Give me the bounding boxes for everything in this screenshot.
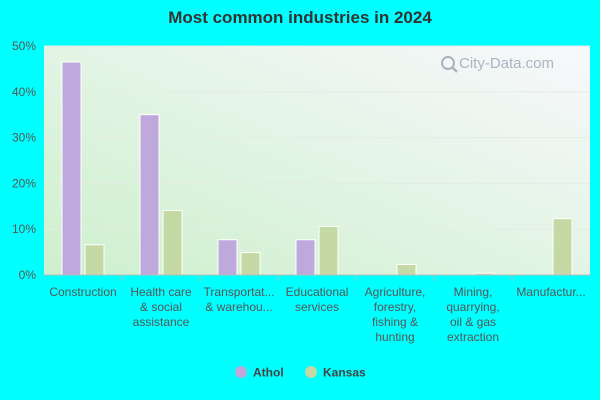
legend-swatch-athol: [235, 366, 247, 378]
legend-swatch-kansas: [305, 366, 317, 378]
bar-kansas[interactable]: [162, 209, 183, 276]
search-icon: [441, 56, 458, 73]
x-category-label: fishing &: [372, 315, 418, 329]
x-category-label: forestry,: [374, 300, 416, 314]
bar-athol[interactable]: [61, 61, 82, 276]
x-category-label: & social: [140, 300, 182, 314]
x-category-label: Health care: [130, 285, 192, 299]
watermark-text: City-Data.com: [459, 55, 554, 72]
bar-kansas[interactable]: [240, 252, 261, 276]
x-category-label: oil & gas: [450, 315, 496, 329]
chart-title: Most common industries in 2024: [168, 8, 432, 27]
x-category-label: quarrying,: [446, 300, 499, 314]
plot-area: [44, 46, 590, 275]
x-category-label: extraction: [447, 330, 499, 344]
x-category-label: hunting: [375, 330, 414, 344]
bar-kansas[interactable]: [84, 244, 105, 276]
x-category-label: Educational: [286, 285, 349, 299]
x-category-label: assistance: [133, 315, 190, 329]
bar-athol[interactable]: [217, 239, 238, 276]
gridlines: [44, 45, 590, 230]
legend-label-kansas: Kansas: [323, 366, 366, 380]
y-tick-label: 50%: [12, 39, 36, 53]
watermark: City-Data.com: [441, 55, 554, 73]
x-category-label: Transportat...: [204, 285, 275, 299]
bar-kansas[interactable]: [396, 263, 417, 276]
y-tick-label: 10%: [12, 222, 36, 236]
y-tick-label: 20%: [12, 176, 36, 190]
x-category-label: Construction: [49, 285, 116, 299]
x-category-label: services: [295, 300, 339, 314]
x-category-label: Mining,: [454, 285, 493, 299]
bar-athol[interactable]: [295, 239, 316, 276]
bar-kansas[interactable]: [552, 218, 573, 276]
bar-kansas[interactable]: [318, 225, 339, 276]
y-tick-label: 30%: [12, 131, 36, 145]
y-tick-label: 40%: [12, 85, 36, 99]
bar-athol[interactable]: [139, 114, 160, 276]
x-category-label: Agriculture,: [365, 285, 426, 299]
y-tick-label: 0%: [19, 268, 37, 282]
legend-label-athol: Athol: [253, 366, 284, 380]
x-category-label: & warehou...: [205, 300, 272, 314]
x-category-label: Manufactur...: [516, 285, 585, 299]
legend: Athol Kansas: [235, 366, 366, 380]
